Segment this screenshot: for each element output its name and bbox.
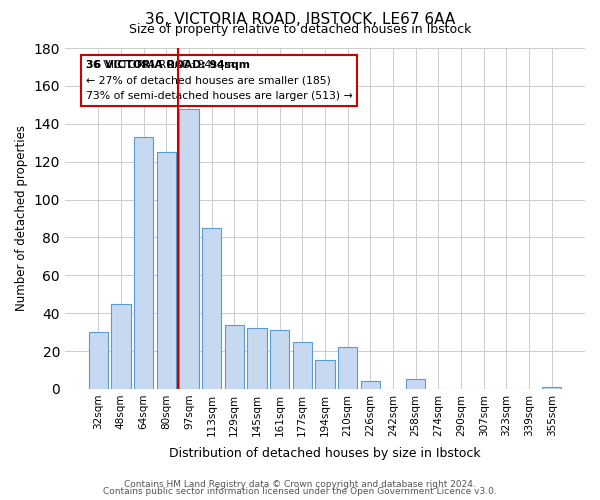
Bar	[179, 108, 199, 389]
X-axis label: Distribution of detached houses by size in Ibstock: Distribution of detached houses by size …	[169, 447, 481, 460]
Bar	[406, 380, 425, 389]
Bar	[270, 330, 289, 389]
Bar	[134, 137, 153, 389]
Text: 36, VICTORIA ROAD, IBSTOCK, LE67 6AA: 36, VICTORIA ROAD, IBSTOCK, LE67 6AA	[145, 12, 455, 28]
Bar	[361, 382, 380, 389]
Bar	[157, 152, 176, 389]
Text: Size of property relative to detached houses in Ibstock: Size of property relative to detached ho…	[129, 24, 471, 36]
Bar	[316, 360, 335, 389]
Text: 36 VICTORIA ROAD: 94sqm: 36 VICTORIA ROAD: 94sqm	[86, 60, 250, 70]
Text: Contains HM Land Registry data © Crown copyright and database right 2024.: Contains HM Land Registry data © Crown c…	[124, 480, 476, 489]
Text: Contains public sector information licensed under the Open Government Licence v3: Contains public sector information licen…	[103, 487, 497, 496]
Bar	[247, 328, 266, 389]
Bar	[111, 304, 131, 389]
Bar	[202, 228, 221, 389]
Text: 36 VICTORIA ROAD: 94sqm
← 27% of detached houses are smaller (185)
73% of semi-d: 36 VICTORIA ROAD: 94sqm ← 27% of detache…	[86, 60, 352, 101]
Bar	[89, 332, 108, 389]
Bar	[224, 324, 244, 389]
Bar	[338, 347, 357, 389]
Bar	[293, 342, 312, 389]
Y-axis label: Number of detached properties: Number of detached properties	[15, 126, 28, 312]
Bar	[542, 387, 562, 389]
